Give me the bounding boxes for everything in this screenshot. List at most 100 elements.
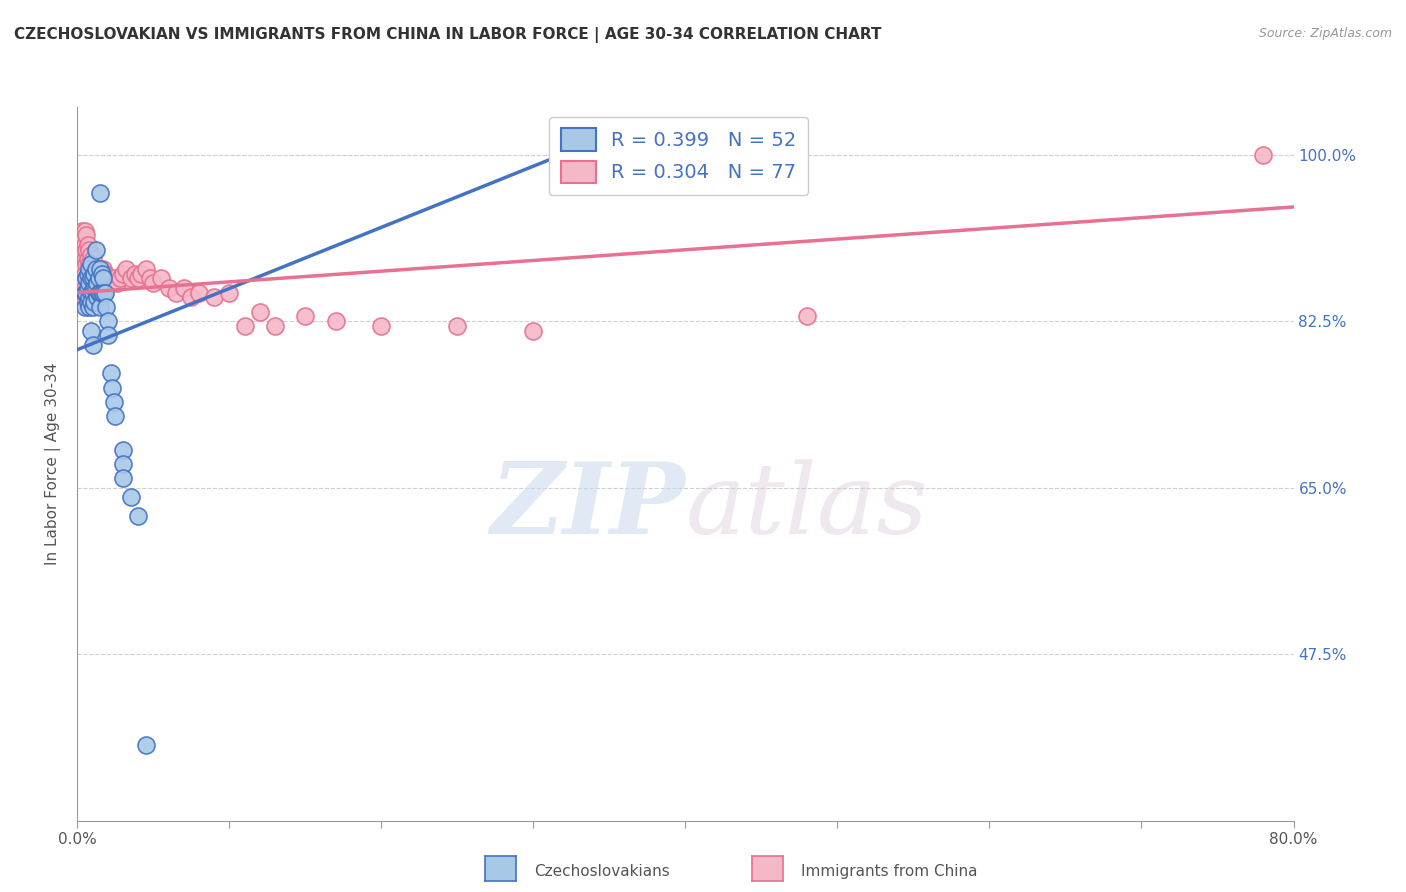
Point: [87, 285, 110, 300]
Point: [111, 457, 134, 471]
Point: [73, 267, 96, 281]
Point: [96, 300, 118, 314]
Point: [91, 271, 114, 285]
Point: [79, 276, 101, 290]
Point: [79, 300, 101, 314]
Point: [79, 290, 101, 304]
Point: [77, 267, 100, 281]
Point: [90, 267, 112, 281]
Point: [84, 261, 107, 276]
Point: [75, 271, 97, 285]
Point: [73, 252, 96, 267]
Point: [72, 276, 94, 290]
Point: [70, 224, 93, 238]
Text: Source: ZipAtlas.com: Source: ZipAtlas.com: [1258, 27, 1392, 40]
Point: [1251, 147, 1274, 161]
Point: [73, 285, 96, 300]
Point: [82, 300, 104, 314]
Point: [89, 281, 111, 295]
Point: [83, 261, 105, 276]
Point: [135, 261, 157, 276]
Point: [370, 318, 392, 333]
Point: [77, 281, 100, 295]
Text: Czechoslovakians: Czechoslovakians: [534, 863, 671, 879]
Point: [129, 267, 152, 281]
Y-axis label: In Labor Force | Age 30-34: In Labor Force | Age 30-34: [45, 362, 62, 566]
Point: [75, 285, 97, 300]
Point: [325, 314, 347, 328]
Point: [127, 271, 149, 285]
Point: [70, 243, 93, 257]
Point: [80, 257, 103, 271]
Point: [97, 314, 120, 328]
Point: [87, 271, 110, 285]
Point: [86, 276, 108, 290]
Point: [72, 233, 94, 247]
Point: [111, 442, 134, 457]
Point: [80, 276, 103, 290]
Point: [82, 285, 104, 300]
Point: [103, 395, 125, 409]
Point: [90, 285, 112, 300]
Point: [93, 285, 115, 300]
Point: [294, 310, 316, 324]
Point: [202, 290, 225, 304]
Point: [79, 261, 101, 276]
Point: [86, 290, 108, 304]
Point: [84, 267, 107, 281]
Point: [87, 271, 110, 285]
Point: [157, 281, 180, 295]
Point: [84, 243, 107, 257]
Point: [89, 186, 111, 200]
Point: [97, 328, 120, 343]
Point: [165, 285, 187, 300]
Point: [90, 271, 112, 285]
Point: [111, 471, 134, 485]
Point: [108, 271, 131, 285]
Point: [82, 338, 104, 352]
Point: [82, 271, 104, 285]
Point: [70, 261, 93, 276]
Point: [89, 267, 111, 281]
Point: [75, 243, 97, 257]
Point: [79, 285, 101, 300]
Point: [82, 281, 104, 295]
Point: [264, 318, 287, 333]
Point: [89, 285, 111, 300]
Point: [105, 276, 128, 290]
Point: [69, 233, 91, 247]
Point: [72, 247, 94, 261]
Point: [111, 267, 134, 281]
Point: [80, 247, 103, 261]
Point: [73, 238, 96, 252]
Text: Immigrants from China: Immigrants from China: [801, 863, 979, 879]
Point: [173, 281, 195, 295]
Point: [89, 261, 111, 276]
Point: [79, 271, 101, 285]
Point: [84, 281, 107, 295]
Point: [73, 300, 96, 314]
Point: [97, 271, 120, 285]
Point: [218, 285, 240, 300]
Point: [77, 295, 100, 310]
Point: [77, 252, 100, 267]
Point: [91, 285, 114, 300]
Point: [446, 318, 468, 333]
Point: [83, 295, 105, 310]
Point: [120, 271, 142, 285]
Text: CZECHOSLOVAKIAN VS IMMIGRANTS FROM CHINA IN LABOR FORCE | AGE 30-34 CORRELATION : CZECHOSLOVAKIAN VS IMMIGRANTS FROM CHINA…: [14, 27, 882, 43]
Point: [82, 252, 104, 267]
Point: [180, 290, 202, 304]
Point: [84, 281, 107, 295]
Point: [83, 281, 105, 295]
Point: [135, 738, 157, 752]
Text: ZIP: ZIP: [491, 458, 686, 555]
Point: [100, 276, 122, 290]
Point: [142, 276, 165, 290]
Point: [72, 261, 94, 276]
Text: atlas: atlas: [686, 459, 928, 554]
Point: [73, 295, 96, 310]
Point: [188, 285, 211, 300]
Point: [522, 324, 544, 338]
Point: [80, 271, 103, 285]
